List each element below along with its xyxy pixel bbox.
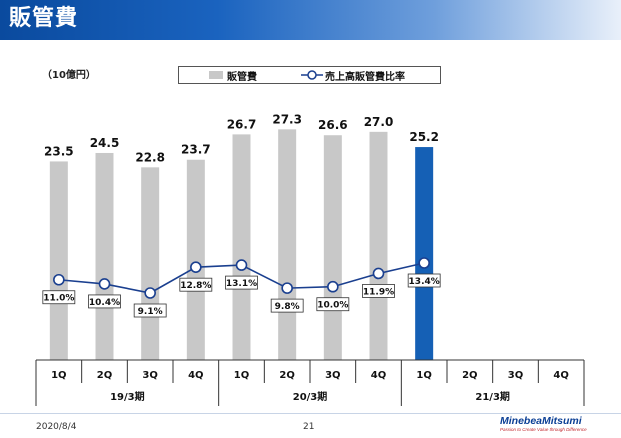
bar-value-label: 25.2 [409,130,439,144]
ratio-point [235,259,248,271]
bar [95,152,114,360]
x-tick-label: 3Q [325,370,340,381]
x-tick-label: 1Q [416,370,431,381]
ratio-value-label: 11.9% [363,287,394,297]
ratio-label-box [225,275,258,290]
footer-divider [0,413,621,414]
bar [186,159,205,360]
group-label: 19/3期 [110,390,145,403]
x-tick-label: 2Q [462,370,477,381]
ratio-point [327,280,339,293]
bar-value-label: 24.5 [90,136,120,150]
legend-line-label: 売上高販管費比率 [325,72,405,83]
group-label: 20/3期 [293,390,328,403]
ratio-point [372,267,385,280]
company-logo: MinebeaMitsumi Passion to Create Value t… [500,416,618,436]
bar-value-label: 23.7 [181,143,211,157]
ratio-label-box [133,303,167,318]
page-number: 21 [303,422,315,432]
bar-value-label: 23.5 [44,144,74,158]
ratio-value-label: 12.8% [180,281,211,291]
bar-value-label: 27.3 [272,112,302,126]
ratio-value-label: 9.1% [138,307,163,317]
page-title: 販管費 [9,6,79,31]
ratio-label-box [316,297,350,312]
ratio-label-box [179,277,213,292]
chart-legend: 販管費 売上高販管費比率 [178,66,441,84]
x-tick-label: 4Q [188,370,203,381]
logo-tagline: Passion to Create Value through Differen… [500,427,587,432]
x-tick-label: 4Q [553,370,568,381]
ratio-value-label: 13.4% [409,277,440,287]
x-tick-label: 1Q [234,370,249,381]
ratio-value-label: 10.0% [317,301,348,311]
bar-value-label: 22.8 [135,150,165,164]
ratio-label-box [270,298,304,313]
ratio-point [53,273,65,286]
ratio-point [190,261,202,273]
bar [49,161,68,360]
x-tick-label: 3Q [508,370,523,381]
bar [323,135,342,360]
ratio-point [144,287,156,299]
bar [415,147,434,360]
ratio-point [98,278,111,290]
x-tick-label: 1Q [51,370,66,381]
ratio-label-box [42,290,76,305]
legend-bar-label: 販管費 [227,72,257,83]
ratio-value-label: 9.8% [275,302,300,312]
ratio-value-label: 11.0% [43,294,74,304]
group-label: 21/3期 [475,390,510,403]
bar-value-label: 26.7 [227,117,257,131]
bar [232,134,251,360]
footer-date: 2020/8/4 [36,422,77,432]
x-tick-label: 4Q [371,370,386,381]
x-tick-label: 3Q [142,370,157,381]
ratio-point [418,257,430,269]
x-tick-label: 2Q [97,370,112,381]
bar-value-label: 27.0 [364,115,394,129]
bar [369,131,388,360]
logo-name: MinebeaMitsumi [500,415,582,427]
bar [141,167,160,360]
ratio-value-label: 10.4% [89,298,120,308]
bar-value-label: 26.6 [318,118,348,132]
bar [278,129,297,360]
ratio-label-box [88,294,121,309]
ratio-value-label: 13.1% [226,279,257,289]
ratio-label-box [362,284,395,298]
ratio-point [281,282,293,294]
x-tick-label: 2Q [279,370,294,381]
legend-bar-swatch [209,71,223,79]
ratio-label-box [407,273,441,288]
title-bar: 販管費 [0,0,621,40]
unit-label: （10億円） [42,70,96,81]
legend-line-icon [301,70,323,80]
